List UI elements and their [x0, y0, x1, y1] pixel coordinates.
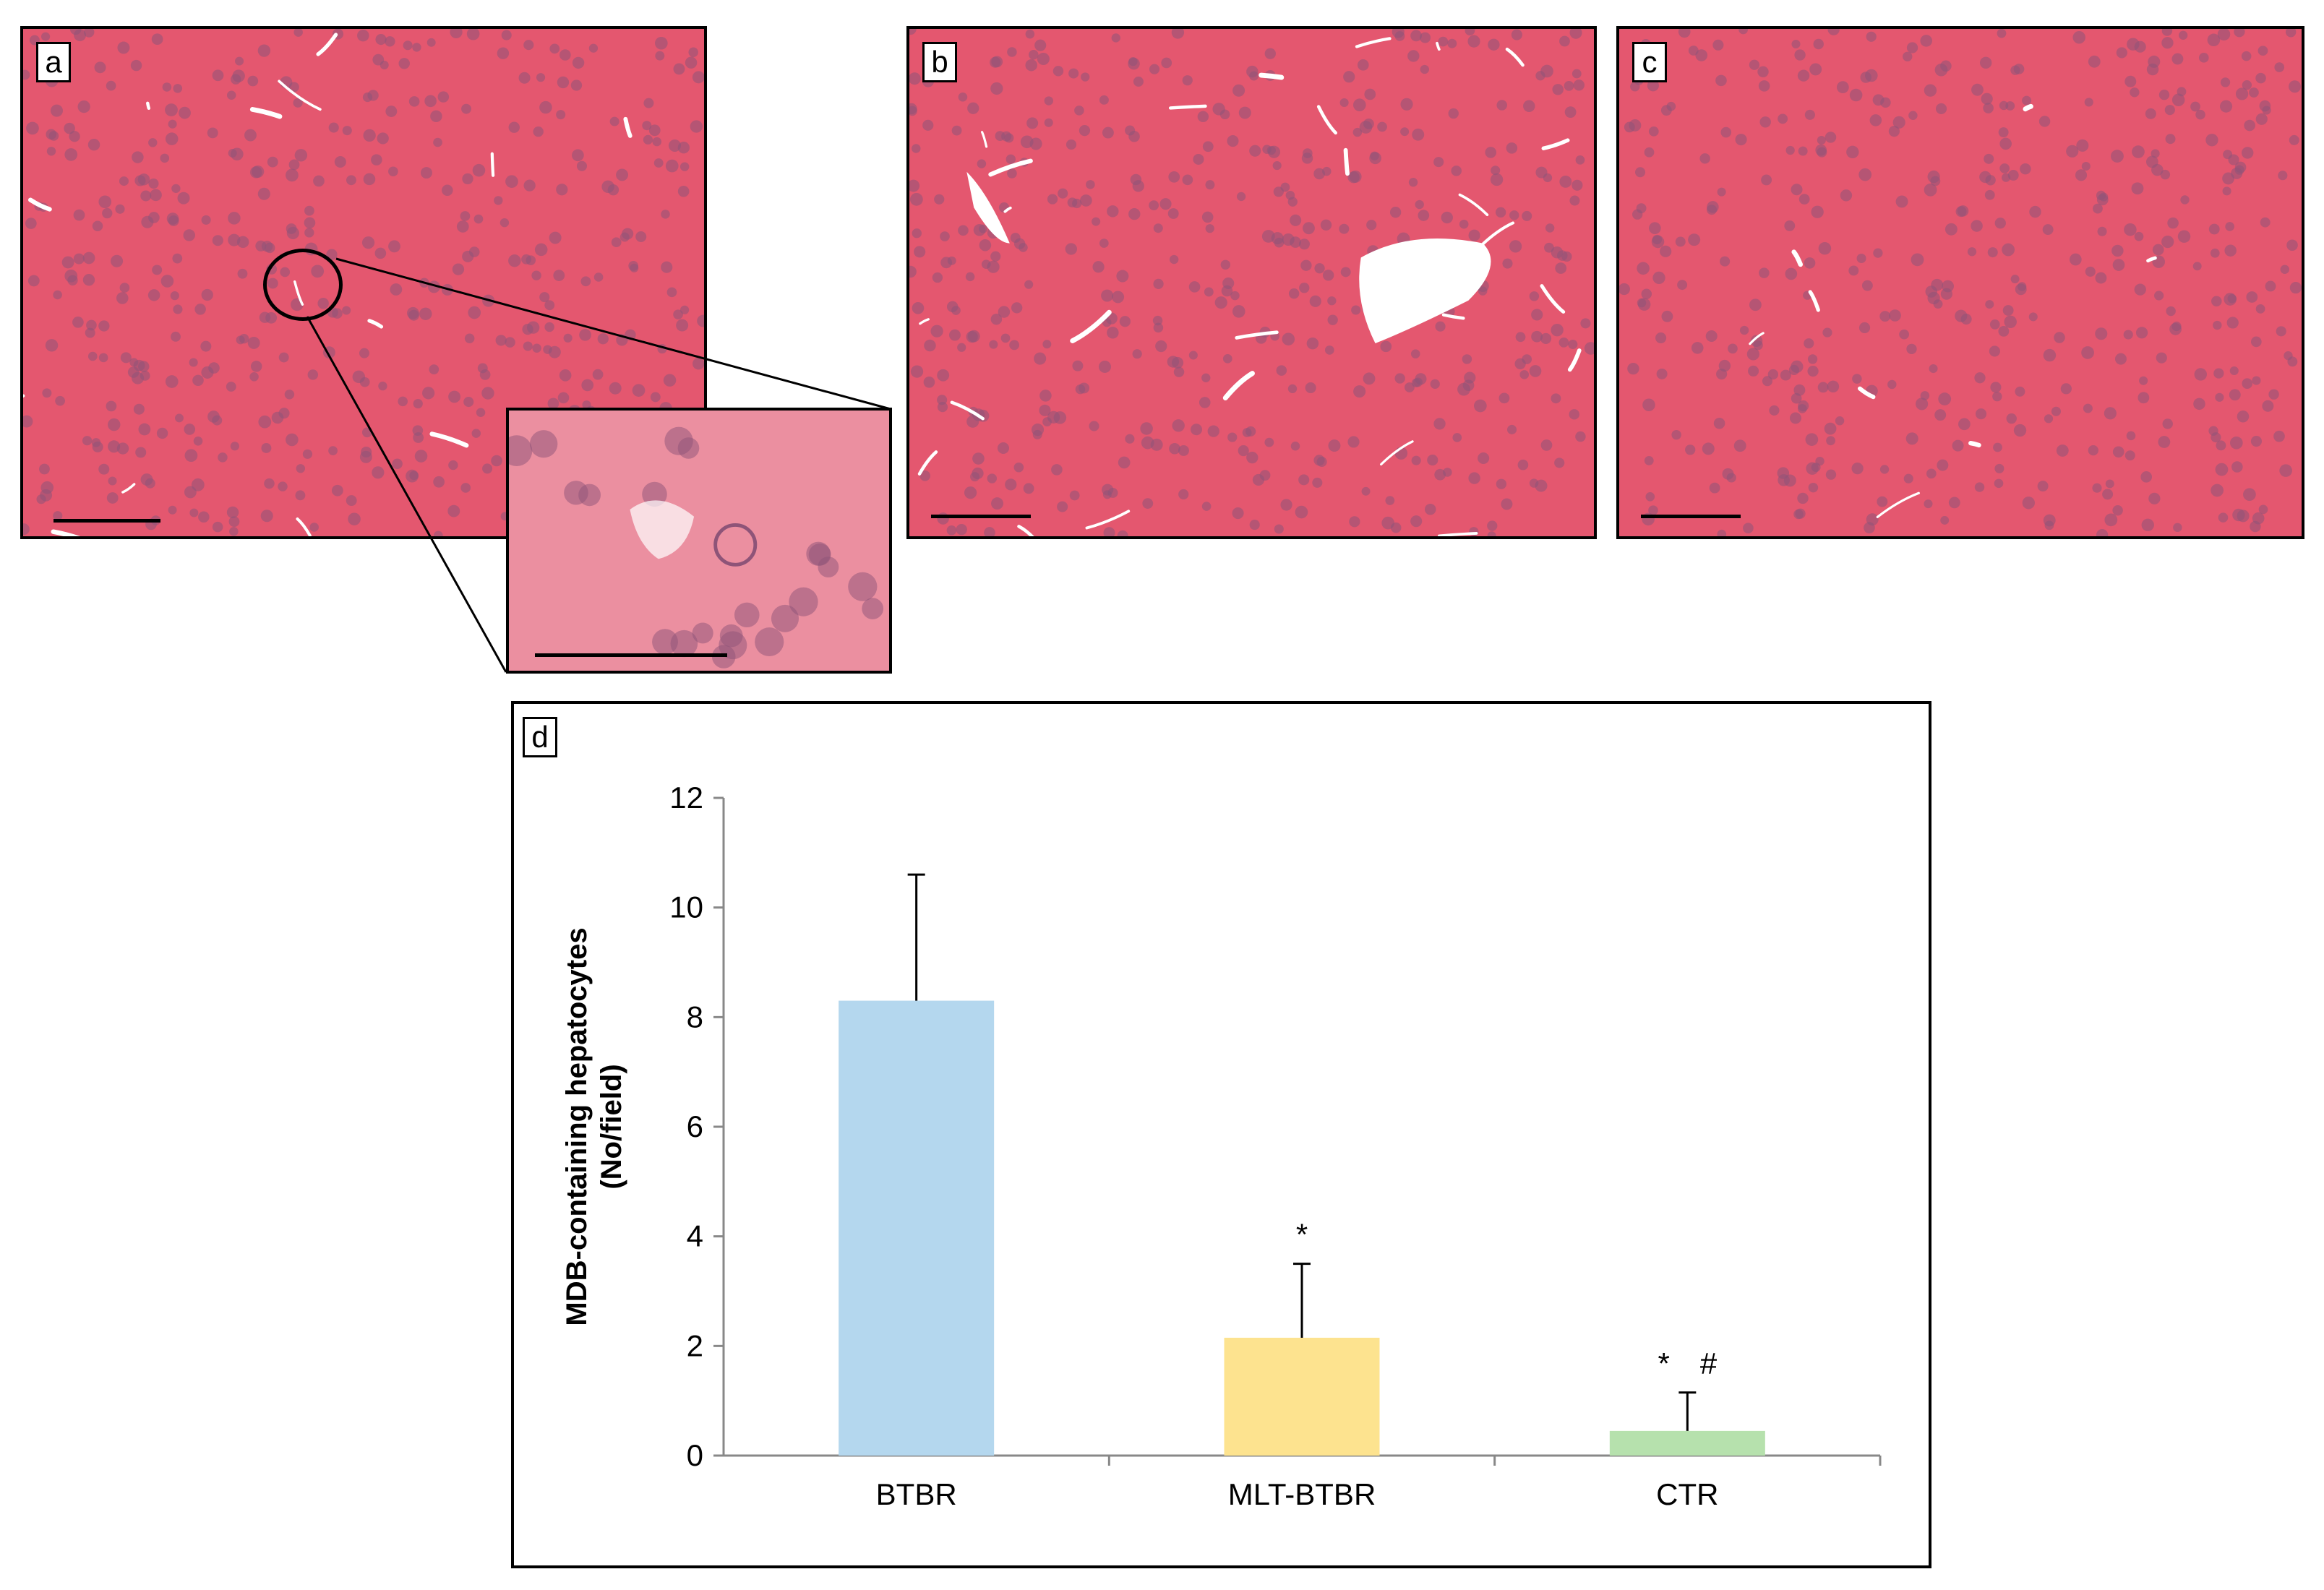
- chart-panel-d: d 0 2 4 6 8 10 12 BTBR MLT-BTBR * CTR * # MDB-contai…: [511, 701, 1931, 1568]
- panel-label-c: c: [1632, 42, 1667, 82]
- x-category-label: BTBR: [876, 1477, 957, 1511]
- scale-bar-inset: [535, 653, 727, 657]
- y-axis-label-units: (No/field): [596, 1064, 627, 1189]
- scale-bar-b: [931, 515, 1031, 518]
- x-category-label: MLT-BTBR: [1228, 1477, 1376, 1511]
- significance-marker: * #: [1658, 1346, 1717, 1380]
- y-tick-label: 2: [687, 1328, 703, 1362]
- liver-tissue-image-c: [1619, 29, 2302, 536]
- y-tick-label: 0: [687, 1438, 703, 1472]
- panel-label-b: b: [922, 42, 957, 82]
- inclusion-circle: [263, 249, 343, 321]
- bar-mlt-btbr: [1224, 1337, 1380, 1456]
- panel-label-d: d: [523, 717, 557, 757]
- y-tick-label: 6: [687, 1109, 703, 1143]
- y-tick-label: 12: [669, 781, 703, 815]
- micrograph-inset: [506, 408, 892, 674]
- x-category-label: CTR: [1656, 1477, 1718, 1511]
- y-tick-label: 8: [687, 1000, 703, 1034]
- bar-ctr: [1609, 1430, 1765, 1456]
- bar-btbr: [839, 1000, 995, 1456]
- micrograph-panel-b: b: [906, 26, 1597, 539]
- liver-tissue-inset-image: [509, 411, 889, 671]
- micrograph-panel-c: c: [1616, 26, 2304, 539]
- scale-bar-c: [1641, 515, 1741, 518]
- y-tick-label: 10: [669, 890, 703, 924]
- significance-marker: *: [1296, 1218, 1308, 1252]
- liver-tissue-image-b: [909, 29, 1594, 536]
- y-tick-label: 4: [687, 1219, 703, 1253]
- panel-label-a: a: [36, 42, 71, 82]
- scale-bar-a: [53, 519, 160, 523]
- y-axis-label: MDB-containing hepatocytes: [561, 927, 593, 1325]
- bar-chart: 0 2 4 6 8 10 12 BTBR MLT-BTBR * CTR * # MDB-containi…: [561, 781, 1882, 1511]
